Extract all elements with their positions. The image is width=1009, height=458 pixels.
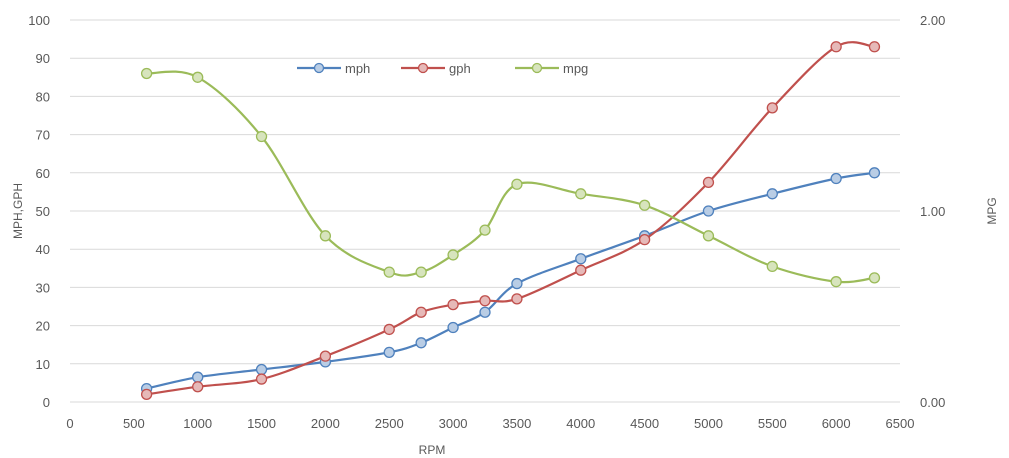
data-point-gph xyxy=(868,41,881,53)
data-point-gph xyxy=(319,350,332,362)
data-point-gph xyxy=(140,388,153,401)
series-lines xyxy=(140,41,881,401)
data-point-mph xyxy=(575,253,587,265)
data-point-gph xyxy=(638,233,651,246)
data-point-mpg xyxy=(479,224,491,236)
series-line-gph xyxy=(146,41,875,396)
x-tick-label: 3000 xyxy=(439,416,468,431)
data-point-gph xyxy=(415,306,427,318)
data-point-mpg xyxy=(638,199,651,211)
legend-label-mpg: mpg xyxy=(563,61,588,76)
data-point-mpg xyxy=(702,230,715,242)
y-axis-title: MPH,GPH xyxy=(11,183,25,239)
data-point-gph xyxy=(766,102,778,114)
axes: 0 10 20 30 40 50 60 70 80 90 100 0.00 1.00 2.00 0 500 10… xyxy=(11,13,999,457)
series-line-mpg xyxy=(146,70,875,284)
y-tick-label: 90 xyxy=(36,51,50,66)
data-point-gph xyxy=(383,323,395,336)
x-tick-label: 6000 xyxy=(822,416,851,431)
x-tick-label: 4500 xyxy=(630,416,659,431)
y2-tick-label: 2.00 xyxy=(920,13,945,28)
data-point-mph xyxy=(255,363,268,376)
data-point-mpg xyxy=(415,266,427,278)
y-tick-label: 20 xyxy=(36,319,50,334)
x-tick-label: 3500 xyxy=(502,416,531,431)
legend-label-gph: gph xyxy=(449,61,471,76)
data-point-mph xyxy=(830,172,842,185)
data-point-mpg xyxy=(868,272,881,284)
legend-marker-mph xyxy=(313,62,325,74)
data-point-mph xyxy=(479,306,491,318)
data-point-gph xyxy=(255,373,268,385)
data-point-mph xyxy=(702,205,715,217)
y-tick-label: 60 xyxy=(36,166,50,181)
x-tick-label: 1000 xyxy=(183,416,212,431)
data-point-gph xyxy=(479,295,491,307)
data-point-mph xyxy=(415,337,427,349)
data-point-mph xyxy=(766,188,778,200)
data-point-gph xyxy=(702,176,715,189)
data-point-mph xyxy=(192,371,204,383)
data-point-mph xyxy=(868,167,881,179)
legend-marker-mpg xyxy=(531,62,543,74)
data-point-mpg xyxy=(830,276,842,288)
x-tick-label: 4000 xyxy=(566,416,595,431)
data-point-gph xyxy=(830,41,842,53)
data-point-mpg xyxy=(447,249,459,261)
y-tick-label: 50 xyxy=(36,204,50,219)
data-point-mph xyxy=(383,346,395,358)
y-tick-label: 70 xyxy=(36,128,50,143)
y-tick-label: 10 xyxy=(36,357,50,372)
x-tick-label: 500 xyxy=(123,416,145,431)
data-point-mph xyxy=(511,277,523,290)
y-tick-label: 80 xyxy=(36,89,50,104)
data-point-mpg xyxy=(255,130,268,143)
x-tick-label: 2500 xyxy=(375,416,404,431)
series-line-mph xyxy=(146,171,875,390)
data-point-gph xyxy=(192,381,204,393)
data-point-mpg xyxy=(319,230,332,242)
x-tick-label: 1500 xyxy=(247,416,276,431)
gridlines xyxy=(70,19,900,403)
data-point-gph xyxy=(447,298,459,311)
data-point-mph xyxy=(447,321,459,334)
y-tick-label: 30 xyxy=(36,280,50,295)
data-point-mpg xyxy=(575,188,587,200)
y-tick-label: 100 xyxy=(28,13,50,28)
x-axis-title: RPM xyxy=(419,443,446,457)
x-tick-label: 2000 xyxy=(311,416,340,431)
legend-marker-gph xyxy=(417,62,429,74)
data-point-mpg xyxy=(766,260,778,273)
data-point-gph xyxy=(575,264,587,276)
x-tick-label: 5000 xyxy=(694,416,723,431)
data-point-mpg xyxy=(383,266,395,278)
y2-tick-label: 1.00 xyxy=(920,204,945,219)
x-tick-label: 6500 xyxy=(886,416,915,431)
y-tick-label: 40 xyxy=(36,242,50,257)
y2-tick-label: 0.00 xyxy=(920,395,945,410)
data-point-mpg xyxy=(192,71,204,83)
legend-label-mph: mph xyxy=(345,61,370,76)
y-tick-label: 0 xyxy=(43,395,50,410)
x-tick-label: 0 xyxy=(66,416,73,431)
y2-axis-title: MPG xyxy=(985,197,999,224)
legend: mph gph mpg xyxy=(297,61,588,76)
data-point-mpg xyxy=(140,67,153,80)
data-point-gph xyxy=(511,293,523,305)
data-point-mpg xyxy=(511,178,523,190)
x-tick-label: 5500 xyxy=(758,416,787,431)
